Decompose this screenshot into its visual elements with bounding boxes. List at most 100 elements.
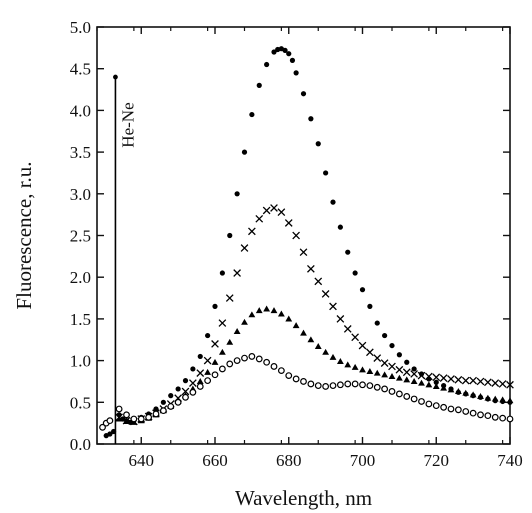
- data-point: [271, 49, 277, 55]
- data-point: [168, 393, 174, 399]
- data-point: [469, 376, 477, 385]
- x-tick-label: 660: [202, 451, 228, 470]
- data-point: [388, 373, 396, 379]
- data-point: [447, 405, 455, 413]
- data-point: [160, 399, 166, 405]
- data-point: [189, 379, 197, 387]
- data-point: [307, 265, 315, 273]
- data-point: [248, 227, 256, 236]
- data-point: [226, 338, 234, 345]
- data-point: [285, 372, 293, 380]
- data-point: [307, 336, 315, 343]
- data-point: [403, 376, 411, 383]
- data-point: [137, 415, 145, 423]
- data-point: [292, 322, 300, 329]
- data-point: [395, 390, 403, 398]
- x-tick-label: 680: [276, 451, 302, 470]
- data-point: [491, 395, 499, 402]
- data-point: [289, 57, 296, 63]
- data-point: [358, 341, 367, 350]
- data-point: [462, 408, 470, 415]
- data-point: [477, 393, 484, 400]
- data-point: [373, 354, 382, 362]
- data-point: [410, 395, 418, 403]
- data-point: [314, 277, 323, 286]
- data-point: [336, 381, 344, 389]
- data-point: [292, 375, 300, 383]
- data-point: [218, 319, 227, 327]
- data-point: [382, 332, 388, 339]
- data-point: [395, 374, 403, 381]
- data-point: [277, 367, 285, 375]
- data-point: [506, 380, 514, 389]
- x-tick-label: 700: [350, 451, 376, 470]
- data-point: [282, 47, 288, 53]
- data-point: [373, 383, 381, 391]
- data-point: [256, 82, 262, 88]
- data-point: [454, 375, 463, 384]
- data-point: [182, 393, 189, 401]
- y-tick-label: 4.0: [70, 101, 91, 120]
- data-point: [204, 368, 212, 375]
- data-point: [447, 386, 455, 393]
- data-point: [367, 303, 373, 309]
- data-point: [440, 384, 448, 391]
- data-point: [351, 380, 359, 388]
- data-point: [262, 206, 271, 215]
- data-point: [277, 310, 285, 317]
- x-axis-ticks: 640 660 680 700 720 740: [96, 27, 523, 470]
- data-point: [359, 287, 366, 293]
- data-point: [395, 365, 404, 374]
- data-point: [506, 415, 514, 423]
- data-point: [461, 376, 470, 385]
- data-point: [389, 342, 395, 349]
- data-point: [432, 383, 440, 390]
- data-point: [425, 381, 433, 388]
- y-tick-label: 0.5: [70, 393, 91, 412]
- data-point: [286, 51, 292, 57]
- data-point: [498, 380, 507, 388]
- y-tick-label: 4.5: [70, 60, 91, 79]
- data-point: [410, 378, 418, 384]
- data-point: [314, 343, 322, 349]
- data-point: [315, 141, 321, 147]
- y-tick-label: 2.5: [70, 227, 91, 246]
- y-axis-ticks: 0.0 0.5 1.0 1.5 2.0 2.5 3.0 3.5 4.0 4.5 5.0: [70, 18, 510, 454]
- data-point: [417, 371, 426, 380]
- data-point: [263, 305, 271, 312]
- data-point: [255, 355, 263, 363]
- data-point: [219, 270, 225, 276]
- data-point: [418, 379, 425, 386]
- data-point: [233, 269, 241, 277]
- data-point: [300, 378, 307, 385]
- data-point: [373, 369, 381, 376]
- y-tick-label: 1.5: [70, 310, 91, 329]
- data-point: [418, 398, 425, 405]
- data-point: [388, 362, 396, 371]
- data-point: [432, 373, 441, 382]
- data-point: [343, 325, 352, 333]
- data-point: [499, 414, 507, 422]
- data-point: [240, 244, 249, 252]
- data-point: [366, 348, 374, 357]
- data-point: [300, 329, 307, 336]
- data-point: [425, 400, 433, 408]
- data-point: [344, 361, 352, 368]
- data-point: [285, 315, 293, 322]
- data-point: [351, 333, 359, 342]
- data-point: [440, 403, 448, 411]
- data-point: [484, 378, 492, 387]
- data-point: [374, 320, 380, 326]
- data-point: [227, 232, 233, 239]
- data-point: [218, 365, 226, 373]
- y-tick-label: 5.0: [70, 18, 91, 37]
- data-point: [292, 231, 300, 240]
- data-point: [241, 149, 248, 155]
- data-point: [352, 270, 358, 276]
- data-point: [345, 249, 351, 255]
- annotation-layer: He-Ne: [113, 74, 137, 444]
- data-point: [181, 387, 190, 396]
- data-point: [388, 388, 396, 395]
- data-point: [329, 302, 337, 311]
- data-point: [410, 370, 418, 378]
